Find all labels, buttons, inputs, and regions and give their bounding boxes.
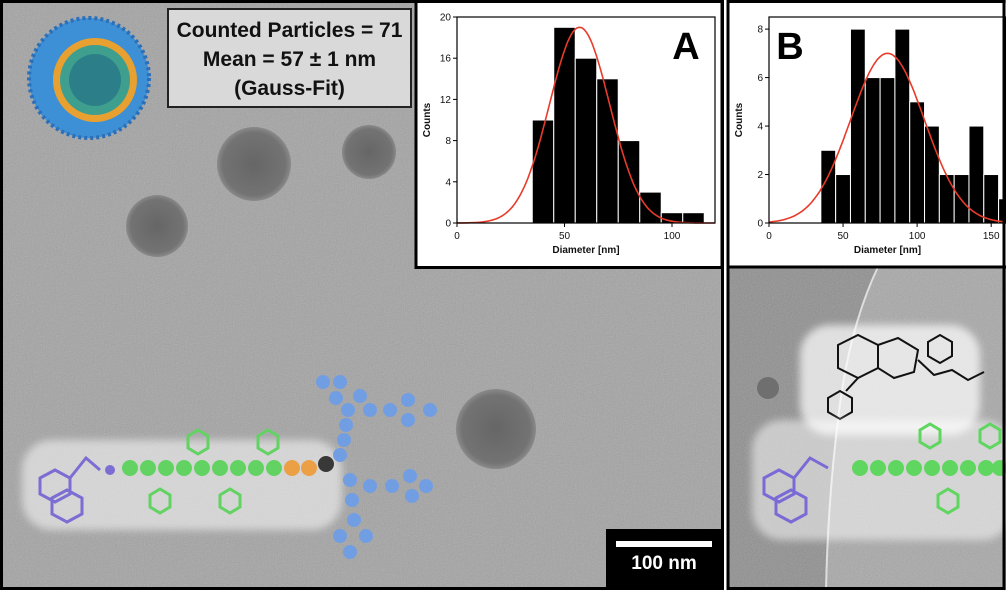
histogram-bar xyxy=(864,77,881,224)
x-tick-label: 0 xyxy=(454,231,460,242)
x-tick-label: 50 xyxy=(838,231,850,242)
histogram-bar xyxy=(983,174,1000,224)
y-tick-label: 0 xyxy=(445,219,451,230)
x-tick-label: 150 xyxy=(983,231,1000,242)
y-axis-label: Counts xyxy=(422,102,433,137)
fit-method-text: (Gauss-Fit) xyxy=(234,77,345,100)
paclitaxel-structure xyxy=(800,325,985,435)
x-tick-label: 100 xyxy=(664,231,681,242)
x-axis-label: Diameter [nm] xyxy=(854,245,921,256)
counted-particles-text: Counted Particles = 71 xyxy=(176,19,403,42)
x-axis-label: Diameter [nm] xyxy=(552,245,619,256)
y-tick-label: 2 xyxy=(757,170,763,181)
y-tick-label: 16 xyxy=(440,54,452,65)
liposome-illustration xyxy=(27,16,151,140)
histogram-bar xyxy=(574,57,598,224)
histogram-bar xyxy=(682,212,705,224)
y-axis-label: Counts xyxy=(734,102,745,137)
histogram-bar xyxy=(553,26,576,224)
x-tick-label: 0 xyxy=(766,231,772,242)
histogram-bar xyxy=(835,174,851,224)
histogram-a: 0 50 100 0 4 8 12 16 20 Diameter [nm] Counts A xyxy=(416,3,722,267)
y-tick-label: 8 xyxy=(757,25,763,36)
histogram-bar xyxy=(998,198,1006,224)
y-tick-label: 20 xyxy=(440,13,452,24)
histogram-b: 0 50 100 150 0 2 4 6 8 Diameter [nm] Counts B xyxy=(728,3,1006,267)
histogram-bar xyxy=(938,174,955,224)
histogram-bar xyxy=(879,77,896,224)
nanoparticle xyxy=(757,377,779,399)
x-tick-label: 100 xyxy=(909,231,926,242)
y-tick-label: 6 xyxy=(757,73,763,84)
y-tick-label: 12 xyxy=(440,95,452,106)
histogram-bar xyxy=(596,78,619,224)
histogram-bar xyxy=(909,101,926,224)
histogram-bar xyxy=(968,125,985,224)
nanoparticle xyxy=(342,125,396,179)
nanoparticle xyxy=(456,389,536,469)
y-tick-label: 4 xyxy=(445,177,451,188)
y-tick-label: 0 xyxy=(757,219,763,230)
histogram-b-svg: 0 50 100 150 0 2 4 6 8 Diameter [nm] Counts B xyxy=(734,16,1006,256)
x-tick-label: 50 xyxy=(559,231,571,242)
y-tick-label: 8 xyxy=(445,136,451,147)
histogram-bar xyxy=(849,28,866,224)
histogram-bar xyxy=(531,119,555,224)
panel-label: A xyxy=(672,26,699,68)
particle-stats-box: Counted Particles = 71 Mean = 57 ± 1 nm … xyxy=(167,8,412,108)
histogram-a-svg: 0 50 100 0 4 8 12 16 20 Diameter [nm] Counts A xyxy=(422,13,716,256)
mean-diameter-text: Mean = 57 ± 1 nm xyxy=(202,48,377,71)
scale-bar-label: 100 nm xyxy=(631,553,697,574)
panel-label: B xyxy=(776,26,803,68)
nanoparticle xyxy=(217,127,291,201)
histogram-bar xyxy=(617,140,641,224)
scale-bar-line xyxy=(616,541,712,547)
histogram-bar xyxy=(639,191,662,224)
scale-bar: 100 nm xyxy=(606,529,722,587)
nanoparticle xyxy=(126,195,188,257)
y-tick-label: 4 xyxy=(757,122,763,133)
polymer-illustration-b xyxy=(752,420,1006,540)
